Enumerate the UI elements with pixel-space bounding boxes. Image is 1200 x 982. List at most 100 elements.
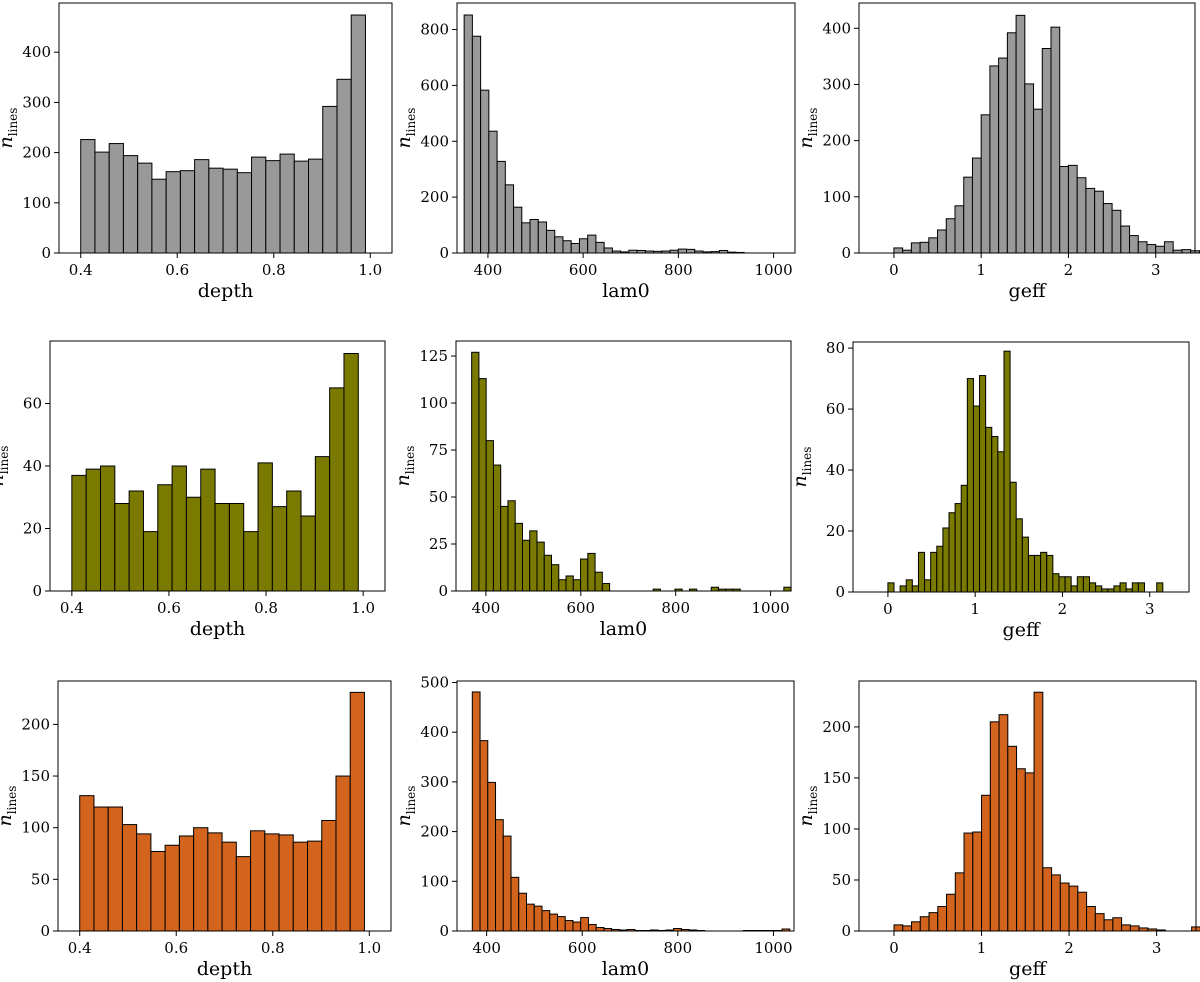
histogram-bar: [1041, 48, 1052, 254]
histogram-bar: [1033, 108, 1043, 254]
histogram-bar: [1059, 165, 1069, 254]
x-tick-label: 2: [1064, 939, 1074, 957]
histogram-bar: [1046, 554, 1054, 593]
y-tick-label: 0: [438, 582, 448, 600]
histogram-bar: [991, 436, 999, 593]
histogram-bar: [507, 500, 516, 592]
histogram-bar: [1181, 249, 1192, 254]
histogram-bar: [243, 531, 259, 592]
y-axis-label-main: n: [795, 814, 817, 826]
y-tick-label: 200: [21, 715, 50, 733]
histogram-bar: [971, 157, 982, 254]
histogram-bar: [989, 721, 1000, 932]
y-tick-label: 60: [23, 395, 42, 413]
histogram-bar: [1033, 691, 1044, 932]
y-axis-label-main: n: [0, 136, 17, 148]
histogram-bar: [578, 238, 589, 254]
histogram-bar: [937, 906, 948, 932]
y-tick-label: 200: [22, 144, 51, 162]
histogram-bar: [595, 241, 605, 254]
y-tick-label: 100: [822, 820, 851, 838]
histogram-bar: [1067, 164, 1078, 254]
histogram-bar: [911, 921, 921, 932]
x-tick-label: 0.8: [254, 599, 278, 617]
subplot-geff-r2: 0 1 2 3 0 50 100 150 200 geff nlines: [795, 680, 1200, 980]
x-axis-label: lam0: [600, 618, 648, 640]
histogram-bar: [150, 850, 166, 932]
histogram-bar: [1009, 481, 1017, 593]
x-tick-label: 0: [883, 600, 893, 618]
histogram-bar: [185, 496, 202, 592]
histogram-bar: [1076, 576, 1084, 593]
y-tick-label: 0: [439, 244, 449, 262]
x-axis-label: geff: [1003, 619, 1041, 641]
y-axis-label-subscript: lines: [6, 108, 20, 137]
histogram-bar: [471, 35, 482, 254]
histogram-bar: [1058, 576, 1066, 593]
y-tick-label: 800: [420, 21, 449, 39]
histogram-bar: [954, 205, 965, 254]
y-tick-label: 20: [23, 520, 42, 538]
y-tick-label: 100: [822, 188, 851, 206]
x-axis-label: depth: [198, 280, 253, 302]
histogram-bar: [1042, 867, 1053, 932]
histogram-bar: [300, 515, 316, 592]
histogram-bar: [1131, 582, 1139, 593]
histogram-bar: [587, 924, 597, 932]
x-tick-label: 2: [1064, 261, 1074, 279]
x-tick-label: 800: [664, 261, 693, 279]
y-axis-label: nlines: [393, 786, 418, 827]
y-tick-label: 20: [826, 522, 845, 540]
histogram-bar: [121, 824, 138, 932]
histogram-bar: [543, 554, 553, 592]
y-axis-label-main: n: [795, 136, 817, 148]
subplot-geff-r0: 0 1 2 3 0 100 200 300 400 geff nlines: [795, 2, 1200, 302]
y-tick-label: 125: [419, 347, 448, 365]
histogram-bar: [1050, 26, 1061, 254]
x-tick-label: 0.6: [157, 599, 181, 617]
histogram-bar: [587, 552, 596, 592]
y-axis-label-subscript: lines: [404, 108, 418, 137]
histogram-bar: [292, 841, 309, 932]
histogram-bar: [1095, 585, 1103, 593]
histogram-bar: [236, 172, 253, 254]
histogram-bar: [1112, 917, 1123, 932]
histogram-bar: [1024, 83, 1035, 254]
histogram-bar: [1003, 350, 1011, 593]
x-axis-label: geff: [1009, 280, 1047, 302]
x-tick-label: 0.6: [165, 261, 189, 279]
histogram-bar: [564, 920, 574, 932]
histogram-bar: [905, 579, 913, 593]
x-tick-label: 1000: [754, 939, 792, 957]
histogram-bar: [279, 153, 295, 254]
y-axis-label-main: n: [789, 475, 811, 487]
y-axis-label-main: n: [393, 814, 415, 826]
histogram-bar: [265, 160, 281, 254]
histogram-bar: [513, 206, 523, 254]
y-axis-label: nlines: [789, 447, 814, 488]
histogram-bar: [128, 490, 144, 592]
histogram-bar: [1015, 14, 1026, 254]
histogram-bar: [79, 795, 95, 932]
y-tick-label: 0: [841, 244, 851, 262]
x-tick-label: 0.4: [69, 261, 93, 279]
histogram-bar: [314, 456, 331, 592]
histogram-bar: [500, 505, 509, 592]
histogram-bar: [349, 691, 365, 932]
x-tick-label: 3: [1145, 600, 1155, 618]
y-axis-label-subscript: lines: [806, 786, 820, 815]
histogram-bar: [954, 872, 965, 932]
histogram-bar: [942, 527, 950, 593]
histogram-bar: [235, 856, 252, 932]
histogram-bar: [207, 832, 223, 932]
y-tick-label: 200: [420, 823, 449, 841]
histogram-bar: [1089, 582, 1097, 593]
histogram-bar: [936, 545, 944, 593]
histogram-bar: [322, 105, 338, 254]
histogram-bar: [1051, 874, 1061, 932]
histogram-bar: [981, 794, 991, 932]
histogram-bar: [1016, 768, 1026, 932]
histogram-bar: [478, 378, 487, 592]
axes-frame: [455, 340, 792, 592]
histogram-bar: [485, 440, 494, 592]
